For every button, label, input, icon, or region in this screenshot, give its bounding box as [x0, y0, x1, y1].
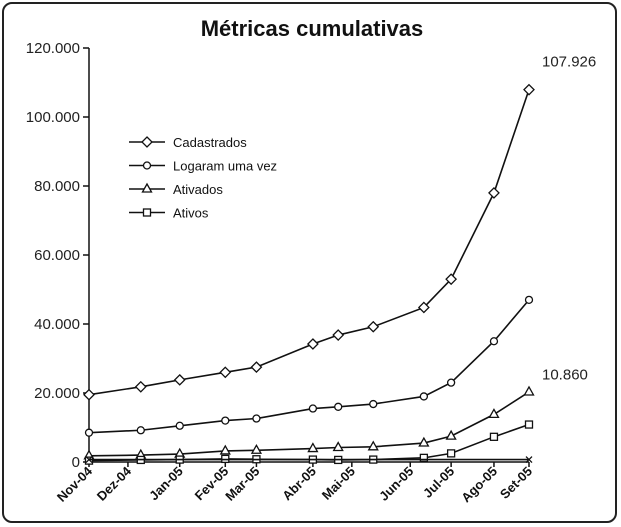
series-line — [88, 299, 530, 434]
x-tick-label: Jul-05 — [420, 464, 457, 501]
data-point — [85, 456, 93, 464]
data-point — [445, 429, 457, 440]
data-point — [524, 420, 534, 429]
y-tick-label: 80.000 — [34, 178, 80, 195]
x-tick-label: Dez-04 — [94, 463, 135, 504]
data-point — [446, 449, 456, 458]
data-point — [252, 414, 261, 423]
series-ativos — [84, 420, 534, 465]
data-point — [367, 440, 379, 451]
data-point — [369, 399, 378, 409]
data-point — [83, 388, 95, 401]
data-point — [134, 380, 147, 393]
legend-label: Logaram uma vez — [173, 159, 277, 174]
x-tick-label: Set-05 — [497, 464, 535, 502]
x-tick-label: Jan-05 — [146, 464, 186, 504]
legend-item: Logaram uma vez — [129, 159, 277, 174]
chart-title: Métricas cumulativas — [201, 16, 424, 41]
series-line — [88, 391, 530, 457]
data-point — [173, 373, 186, 386]
series-line — [88, 89, 530, 396]
data-point — [488, 408, 500, 419]
legend-item: Cadastrados — [129, 135, 247, 150]
legend-item: Ativados — [129, 182, 223, 197]
data-point — [308, 404, 318, 413]
x-tick-label: Mar-05 — [222, 464, 262, 504]
x-tick-label: Ago-05 — [458, 464, 500, 506]
data-point — [489, 432, 499, 441]
series-cadastrados — [83, 83, 535, 401]
data-point — [334, 402, 343, 411]
data-point — [488, 186, 500, 199]
data-point — [489, 337, 499, 346]
y-tick-label: 120.000 — [26, 40, 80, 57]
value-annotation: 10.860 — [542, 367, 588, 384]
y-tick-label: 0 — [72, 454, 80, 471]
x-tick-label: Mai-05 — [319, 464, 358, 503]
legend-item: Ativos — [129, 206, 209, 221]
x-marker-stroke — [85, 456, 93, 464]
x-tick-label: Jun-05 — [376, 464, 416, 504]
data-point — [525, 456, 533, 464]
legend-label: Cadastrados — [173, 135, 247, 150]
x-marker-stroke — [525, 456, 533, 464]
series-baseline — [85, 456, 533, 464]
data-point — [524, 295, 534, 305]
data-point — [523, 83, 535, 96]
data-point — [219, 366, 232, 379]
series-layer — [83, 83, 535, 465]
legend-label: Ativos — [173, 206, 209, 221]
data-point — [307, 442, 319, 453]
legend-label: Ativados — [173, 182, 223, 197]
annotations: 107.926 10.860 — [542, 54, 596, 384]
legend-marker — [142, 208, 152, 217]
data-point — [446, 378, 456, 387]
legend-marker — [141, 136, 153, 148]
data-point — [219, 444, 231, 455]
data-point — [367, 320, 380, 333]
data-point — [221, 416, 230, 425]
chart-frame — [2, 2, 617, 523]
y-tick-label: 20.000 — [34, 385, 80, 402]
y-tick-label: 40.000 — [34, 316, 80, 333]
data-point — [523, 385, 535, 396]
data-point — [84, 456, 94, 465]
data-point — [306, 338, 319, 350]
value-annotation: 107.926 — [542, 54, 596, 71]
data-point — [84, 428, 94, 437]
data-point — [136, 426, 145, 435]
data-point — [419, 453, 429, 463]
data-point — [250, 361, 263, 374]
data-point — [332, 329, 345, 341]
data-point — [419, 392, 429, 401]
series-logaram-uma-vez — [84, 295, 534, 437]
legend-marker — [141, 182, 153, 193]
data-point — [445, 273, 458, 286]
y-tick-label: 60.000 — [34, 247, 80, 264]
data-point — [175, 421, 184, 430]
y-tick-label: 100.000 — [26, 109, 80, 126]
legend-marker — [142, 161, 152, 170]
data-point — [332, 441, 344, 452]
data-point — [418, 436, 430, 447]
data-point — [417, 301, 430, 314]
data-point — [250, 443, 263, 454]
x-tick-label: Abr-05 — [279, 464, 319, 504]
legend: Cadastrados Logaram uma vez Ativados Ativos — [129, 135, 277, 221]
axes-layer: 020.00040.00060.00080.000100.000120.000N… — [26, 40, 535, 505]
